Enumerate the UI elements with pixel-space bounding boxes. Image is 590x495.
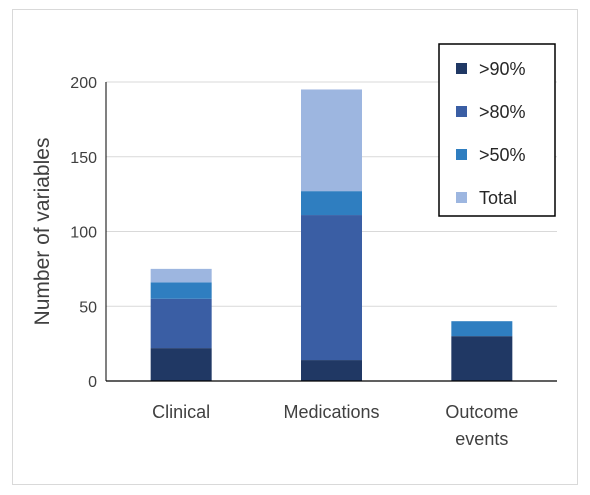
bar-segment [451,336,513,381]
legend-swatch [456,63,467,74]
chart-frame: 0 50 100 150 200 Clinical Medications Outcome e… [12,9,578,485]
legend-label: >90% [479,59,526,79]
category-label: Clinical [152,402,210,422]
y-tick-label: 100 [70,225,97,242]
legend-label: >50% [479,145,526,165]
bar-segment [301,215,362,361]
axes [105,82,557,382]
legend-swatch [456,192,467,203]
category-label: events [455,429,508,449]
y-tick-label: 0 [88,374,97,391]
legend: >90% >80% >50% Total [438,43,556,217]
y-axis-title: Number of variables [31,138,54,326]
bar-segment [150,348,212,381]
bar-segment [150,298,212,349]
legend-label: >80% [479,102,526,122]
bar-segment [451,321,513,337]
legend-swatch [456,106,467,117]
y-tick-label: 150 [70,150,97,167]
legend-label: Total [479,188,517,208]
bar-segment [150,268,212,283]
y-tick-label: 50 [79,299,97,316]
bar-segment [301,191,362,216]
category-label: Outcome [445,402,518,422]
bar-segment [301,89,362,192]
legend-swatch [456,149,467,160]
category-label: Medications [283,402,379,422]
y-tick-labels: 0 50 100 150 200 [70,75,97,391]
y-tick-label: 200 [70,75,97,92]
x-category-labels: Clinical Medications Outcome events [152,402,518,449]
bar-segment [150,282,212,299]
bar-segment [301,360,362,381]
bars [150,89,513,381]
stacked-bar-chart: 0 50 100 150 200 Clinical Medications Outcome e… [31,43,557,449]
